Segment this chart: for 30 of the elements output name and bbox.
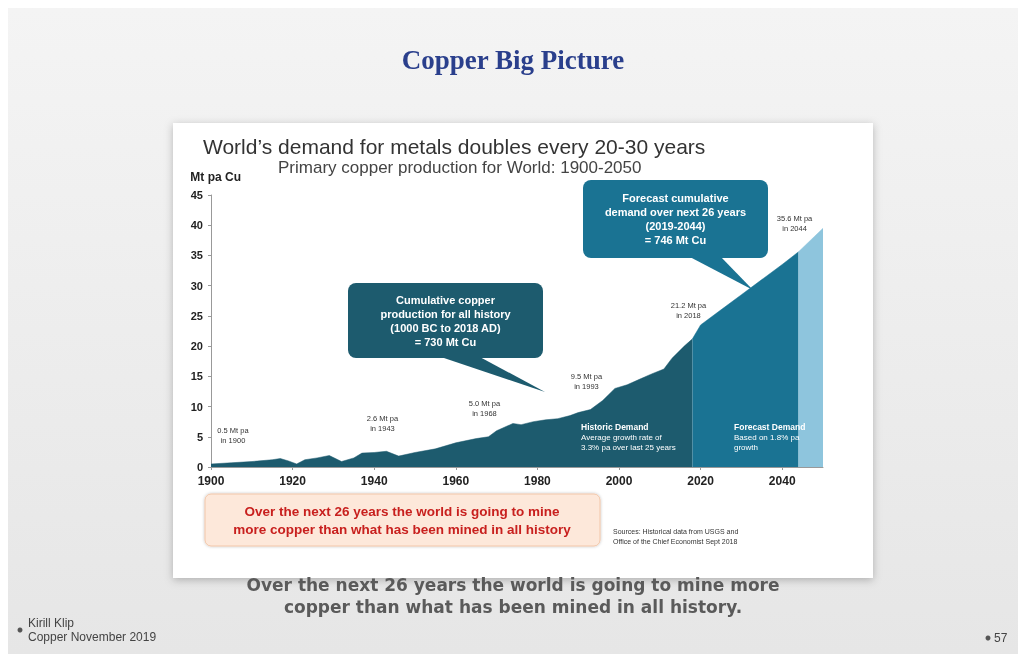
x-tick-label: 1940: [360, 474, 388, 488]
y-tick-label: 30: [190, 279, 203, 292]
chart-subtitle: Primary copper production for World: 1900-2050: [278, 158, 642, 177]
text: 57: [994, 631, 1008, 645]
x-tick-label: 1960: [442, 474, 470, 488]
y-axis-title: Mt pa Cu: [190, 170, 241, 184]
y-tick-label: 35: [190, 249, 203, 262]
y-tick-label: 40: [190, 219, 203, 232]
annotation: Forecast Demand Based on 1.8% pa growth: [734, 422, 806, 452]
y-tick-label: 25: [190, 309, 203, 322]
annotation: Historic Demand Average growth rate of 3.3% pa over last 25 years: [581, 422, 676, 452]
y-tick-label: 0: [196, 461, 203, 473]
x-tick-label: 1980: [524, 474, 552, 488]
y-tick-label: 20: [190, 340, 203, 353]
x-tick-label: 2020: [687, 474, 715, 488]
x-tick-label: 1900: [197, 474, 225, 488]
y-tick-label: 45: [190, 189, 203, 201]
y-tick-label: 10: [190, 400, 203, 413]
x-tick-label: 2040: [768, 474, 796, 488]
text: Over the next 26 years the world is going to mine more copper than what has been mined in all history: [233, 503, 572, 537]
annotation: Forecast cumulative demand over next 26 years (2019-2044) = 746 Mt Cu: [583, 180, 768, 258]
y-tick-label: 5: [196, 430, 203, 443]
chart-title: World’s demand for metals doubles every 20-30 years: [203, 135, 706, 158]
y-tick-label: 15: [190, 370, 203, 383]
text: Kirill Klip Copper November 2019: [28, 616, 157, 644]
text: Copper Big Picture: [401, 45, 625, 75]
text: Over the next 26 years the world is going to mine more copper than what has been mined in all history.: [246, 575, 780, 617]
annotation: Cumulative copper production for all history (1000 BC to 2018 AD) = 730 Mt Cu: [348, 283, 543, 358]
x-tick-label: 1920: [279, 474, 307, 488]
x-tick-label: 2000: [605, 474, 633, 488]
